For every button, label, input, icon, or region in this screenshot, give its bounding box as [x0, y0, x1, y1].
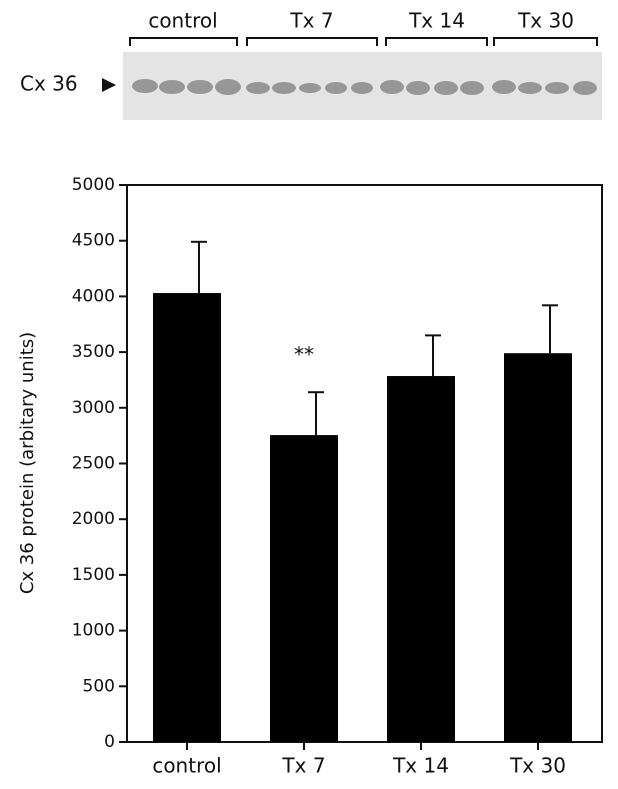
bar — [270, 435, 338, 742]
blot-bands — [132, 79, 597, 95]
y-tick-label: 2500 — [72, 454, 115, 474]
group-brackets — [129, 37, 598, 46]
x-tick-label: Tx 7 — [281, 754, 325, 778]
x-tick-label: control — [152, 754, 221, 778]
blot-group-label: Tx 30 — [517, 9, 574, 33]
y-tick-label: 4000 — [72, 286, 115, 306]
y-tick-label: 1000 — [72, 621, 115, 641]
y-tick-label: 3500 — [72, 342, 115, 362]
y-tick-label: 2000 — [72, 509, 115, 529]
bar — [504, 353, 572, 742]
bar — [153, 293, 221, 742]
x-tick-label: Tx 14 — [392, 754, 449, 778]
y-tick-label: 0 — [104, 732, 115, 752]
y-tick-label: 5000 — [72, 175, 115, 195]
y-tick-label: 1500 — [72, 565, 115, 585]
bar — [387, 376, 455, 742]
x-tick-label: Tx 30 — [509, 754, 566, 778]
blot-label: Cx 36 — [20, 72, 78, 96]
blot-group-label: Tx 7 — [289, 9, 333, 33]
y-tick-label: 3000 — [72, 398, 115, 418]
arrowhead — [102, 78, 116, 92]
blot-panel: control Tx 7 Tx 14 Tx 30 Cx 36 — [20, 9, 602, 120]
y-tick-label: 500 — [83, 676, 115, 696]
y-tick-label: 4500 — [72, 231, 115, 251]
blot-group-label: Tx 14 — [408, 9, 465, 33]
significance-annotation: ** — [294, 343, 314, 367]
y-axis-label: Cx 36 protein (arbitary units) — [17, 332, 38, 594]
blot-group-label: control — [148, 9, 217, 33]
